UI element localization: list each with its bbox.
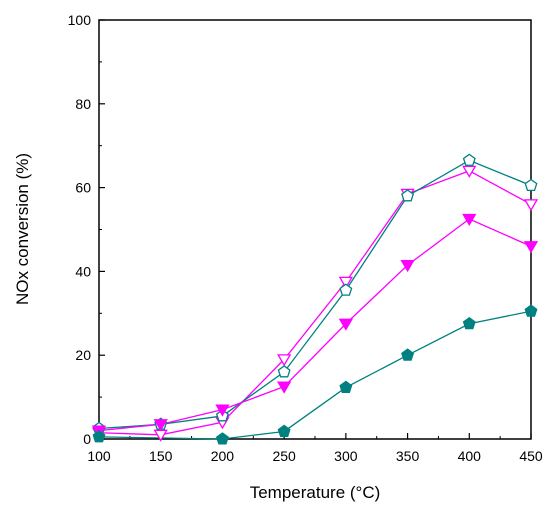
data-point	[339, 380, 353, 393]
data-point	[92, 430, 106, 443]
data-point	[400, 259, 415, 273]
y-tick-label: 0	[83, 431, 91, 447]
data-point	[462, 213, 477, 227]
data-point	[462, 165, 477, 178]
data-point	[338, 318, 353, 331]
y-tick-label: 60	[75, 180, 91, 196]
x-tick-label: 350	[396, 448, 420, 464]
data-point	[277, 424, 291, 437]
series-markers	[91, 153, 539, 445]
y-tick-label: 80	[75, 96, 91, 112]
plot-frame	[98, 19, 532, 440]
data-point	[524, 304, 538, 317]
plot-border	[98, 19, 532, 440]
data-point	[523, 241, 539, 254]
x-tick-label: 450	[519, 448, 543, 464]
data-point	[153, 419, 168, 432]
y-tick-label: 100	[68, 12, 92, 28]
data-point	[339, 283, 353, 296]
x-tick-label: 200	[211, 448, 235, 464]
data-point	[524, 178, 538, 192]
x-tick-label: 300	[334, 448, 358, 464]
x-tick-label: 250	[272, 448, 296, 464]
data-point	[215, 404, 230, 417]
x-axis-title: Temperature (°C)	[250, 483, 381, 502]
x-tick-label: 400	[458, 448, 482, 464]
series-line-2	[98, 159, 532, 430]
data-point	[277, 354, 292, 367]
data-point	[277, 381, 292, 394]
data-point	[401, 189, 415, 202]
data-point	[277, 365, 291, 378]
y-axis-title: NOx conversion (%)	[13, 153, 32, 305]
axis-ticks	[98, 19, 532, 440]
series-lines	[98, 159, 532, 440]
series-line-3	[98, 218, 532, 432]
x-tick-label: 150	[149, 448, 173, 464]
data-point	[338, 276, 353, 289]
x-tick-label: 100	[87, 448, 111, 464]
data-point	[462, 153, 476, 166]
data-point	[401, 348, 415, 361]
data-point	[523, 199, 539, 212]
data-point	[215, 432, 229, 445]
y-tick-label: 40	[75, 263, 91, 279]
data-point	[462, 316, 476, 330]
tick-labels: 100 150 200 250 300 350 400 450 0 20 40 60 80 100	[68, 12, 543, 464]
series-line-1	[98, 170, 532, 436]
y-tick-label: 20	[75, 347, 91, 363]
